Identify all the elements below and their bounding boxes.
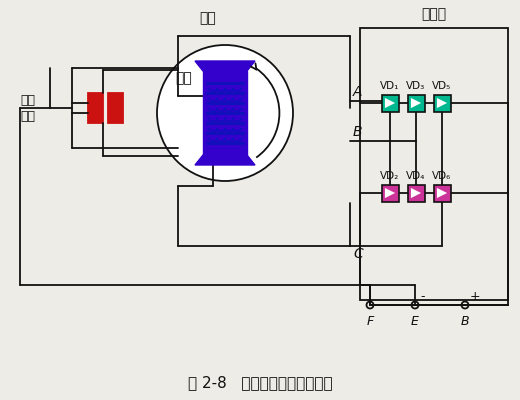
Text: C: C <box>353 247 363 261</box>
Text: F: F <box>367 315 374 328</box>
Polygon shape <box>385 98 395 108</box>
Text: B: B <box>353 125 362 139</box>
Bar <box>434 94 450 112</box>
Polygon shape <box>385 188 395 198</box>
Text: VD₂: VD₂ <box>380 171 400 181</box>
Bar <box>382 94 398 112</box>
Text: A: A <box>353 85 362 99</box>
Text: B: B <box>461 315 470 328</box>
Bar <box>360 28 508 300</box>
Bar <box>108 93 123 123</box>
Polygon shape <box>411 98 421 108</box>
Bar <box>408 94 424 112</box>
Polygon shape <box>411 188 421 198</box>
Text: -: - <box>420 290 424 304</box>
Text: VD₁: VD₁ <box>380 81 400 91</box>
Text: VD₃: VD₃ <box>406 81 426 91</box>
Text: 图 2-8   交流发电机工作原理图: 图 2-8 交流发电机工作原理图 <box>188 375 332 390</box>
Text: VD₆: VD₆ <box>432 171 452 181</box>
Bar <box>88 93 103 123</box>
Bar <box>434 184 450 202</box>
Text: 转子: 转子 <box>175 71 192 85</box>
Polygon shape <box>195 155 255 165</box>
Circle shape <box>157 45 293 181</box>
Polygon shape <box>437 188 447 198</box>
Text: VD₅: VD₅ <box>432 81 452 91</box>
Text: +: + <box>470 290 480 304</box>
Bar <box>382 184 398 202</box>
Text: VD₄: VD₄ <box>406 171 426 181</box>
Text: 滑环
电刷: 滑环 电刷 <box>20 94 35 122</box>
Text: 整流器: 整流器 <box>421 7 447 21</box>
Bar <box>408 184 424 202</box>
Bar <box>203 71 247 155</box>
Text: 定子: 定子 <box>200 11 216 25</box>
Polygon shape <box>195 61 255 71</box>
Polygon shape <box>437 98 447 108</box>
Text: E: E <box>411 315 419 328</box>
